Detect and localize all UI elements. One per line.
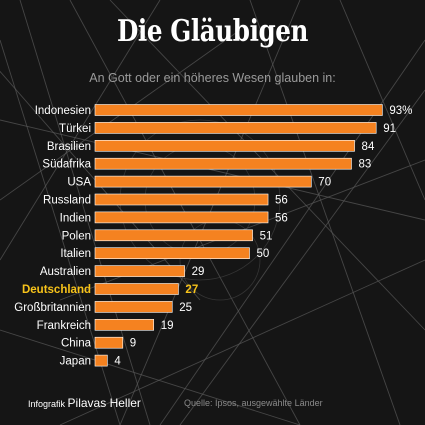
value-label: 56 xyxy=(275,212,288,224)
bar xyxy=(94,104,383,116)
category-label: Italien xyxy=(60,248,91,260)
category-label: China xyxy=(61,338,92,350)
value-label: 51 xyxy=(260,230,273,242)
value-label: 83 xyxy=(358,159,371,171)
value-label: 56 xyxy=(275,195,288,207)
value-label: 84 xyxy=(362,141,375,153)
category-label: Südafrika xyxy=(42,159,91,171)
bar xyxy=(94,175,312,188)
bar xyxy=(94,318,155,331)
decor-ray xyxy=(0,119,425,221)
bar xyxy=(94,229,253,242)
value-label: 19 xyxy=(161,320,174,332)
value-label: 50 xyxy=(257,248,270,260)
chart-subtitle: An Gott oder ein höheres Wesen glauben i… xyxy=(89,71,336,85)
bar xyxy=(94,140,355,152)
bar xyxy=(94,247,250,259)
decor-ray xyxy=(19,0,151,425)
decor-ray xyxy=(159,39,425,425)
decor-ray xyxy=(0,0,161,261)
bar xyxy=(94,157,352,170)
bar xyxy=(94,193,269,206)
value-label: 29 xyxy=(192,266,205,278)
bar xyxy=(94,336,124,349)
decor-ray xyxy=(339,0,425,201)
category-label: Indonesien xyxy=(35,105,91,117)
decor-ray xyxy=(179,89,425,425)
category-label: Türkei xyxy=(59,123,91,135)
category-label: Brasilien xyxy=(47,141,91,153)
category-label: Japan xyxy=(60,356,91,368)
bar xyxy=(94,265,185,277)
value-label: 70 xyxy=(318,177,331,189)
bar xyxy=(94,354,108,367)
credit-prefix: Infografik xyxy=(28,399,66,409)
chart-title: Die Gläubigen xyxy=(116,14,309,49)
credit: Infografik Pilavas Heller xyxy=(28,396,141,410)
decor-ray xyxy=(59,259,425,425)
category-label: Indien xyxy=(60,212,91,224)
value-label: 25 xyxy=(179,302,192,314)
bar xyxy=(94,122,377,134)
category-label: Frankreich xyxy=(37,320,91,332)
value-label: 91 xyxy=(383,123,396,135)
value-label: 4 xyxy=(114,356,121,368)
value-label: 9 xyxy=(130,338,136,350)
value-label: 27 xyxy=(185,284,198,296)
category-label: Australien xyxy=(40,266,91,278)
bar xyxy=(94,283,179,295)
category-label: Polen xyxy=(62,230,91,242)
category-label: Russland xyxy=(43,195,91,207)
bar xyxy=(94,301,173,313)
source-note: Quelle: Ipsos, ausgewählte Länder xyxy=(184,398,323,408)
credit-name: Pilavas Heller xyxy=(67,396,141,410)
decor-ray xyxy=(249,0,401,425)
decor-ray xyxy=(0,329,301,425)
category-label: Großbritannien xyxy=(14,302,91,314)
category-label: USA xyxy=(67,177,91,189)
value-label: 93% xyxy=(389,105,412,117)
bar xyxy=(94,211,269,224)
category-label: Deutschland xyxy=(22,284,91,296)
